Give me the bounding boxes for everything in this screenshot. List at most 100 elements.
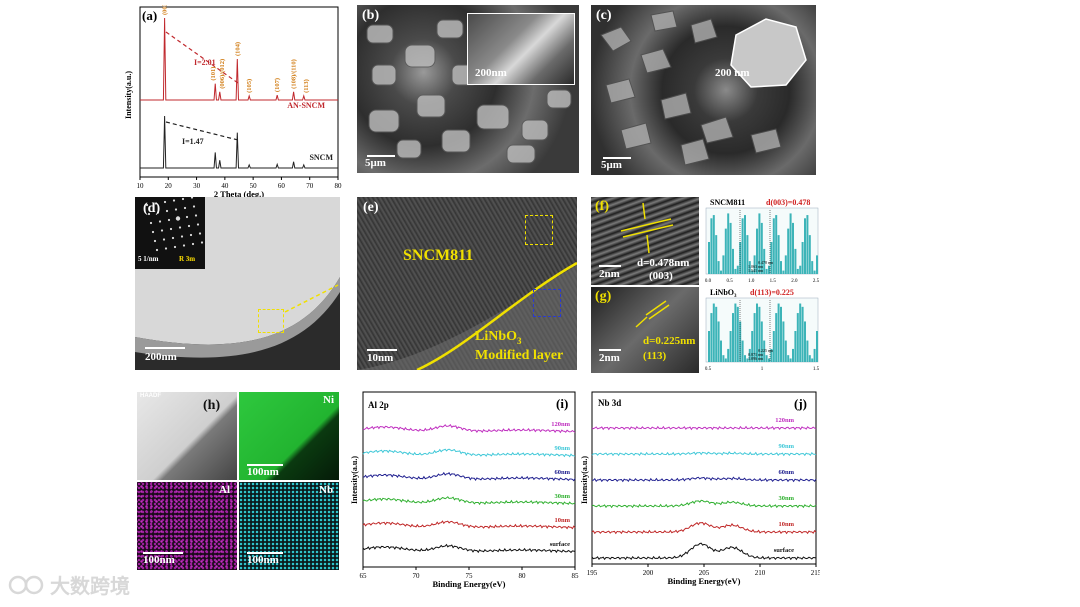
xps-al-chart-svg: Al 2p (i) Intensity(a.u.) Binding Energy… xyxy=(350,391,579,589)
profile-bar xyxy=(732,248,734,274)
profile-bar xyxy=(777,303,780,362)
panel-b-sem-image: 200nm (b) 5μm xyxy=(357,5,579,173)
profile-bar xyxy=(724,228,727,274)
profile-bar xyxy=(796,313,799,362)
panel-e-hrtem-image: (e) SNCM811 LiNbO3 Modified layer 10nm xyxy=(357,197,577,370)
xps-series-label: 10nm xyxy=(554,517,570,524)
profile-bar xyxy=(734,268,737,274)
profile-bar xyxy=(708,242,710,274)
profile-bar xyxy=(770,242,773,274)
panel-f-scalebar xyxy=(599,265,621,267)
panel-g-d-text: d=0.225nm xyxy=(643,335,696,347)
xps-series-10nm xyxy=(591,521,817,535)
profile-bar xyxy=(775,215,778,274)
panel-b-inset-scale: 200nm xyxy=(475,67,507,79)
xps-series-label: 90nm xyxy=(778,443,794,450)
panel-h-scalebar-al xyxy=(143,552,183,554)
profile-note: 0.225 nm xyxy=(758,348,774,353)
diffraction-spot xyxy=(169,227,173,231)
diffraction-spot xyxy=(180,235,184,238)
panel-e-modified-layer-text: Modified layer xyxy=(475,348,564,363)
xps-series-30nm xyxy=(591,499,817,509)
profile-bar xyxy=(727,348,730,362)
profile-xtick: 1.0 xyxy=(748,279,755,284)
diffraction-spot xyxy=(153,239,157,243)
panel-f-plane: (003) xyxy=(649,270,673,282)
panel-e-scale-text: 10nm xyxy=(367,352,394,364)
panel-h-scale-nb: 100nm xyxy=(247,554,279,566)
xps-series-60nm xyxy=(591,476,817,483)
panel-h-scalebar-nb xyxy=(247,552,283,554)
profile-xtick: 0.0 xyxy=(705,279,712,284)
panel-d-scale-text: 200nm xyxy=(145,351,177,363)
panel-f-d-text: d=0.478nm xyxy=(637,257,690,269)
xrd-peak-label: (104) xyxy=(234,42,241,56)
profile-bar xyxy=(770,348,773,362)
diffraction-spot xyxy=(175,216,181,221)
diffraction-spot xyxy=(192,205,196,208)
profile-bar xyxy=(736,265,739,274)
diffraction-spot xyxy=(154,202,158,205)
profile-xtick: 1.5 xyxy=(770,279,777,284)
xps-series-label: 30nm xyxy=(554,493,570,500)
diffraction-spot xyxy=(194,214,198,217)
xrd-peak-label: (107) xyxy=(274,78,281,92)
profile-bar xyxy=(804,218,806,274)
panel-f-profile-title: SNCM811 xyxy=(710,198,745,207)
series-label-an-sncm: AN-SNCM xyxy=(287,101,325,110)
xrd-peak-label: (003) xyxy=(162,5,169,15)
profile-note: 1.541 nm xyxy=(748,268,764,273)
xps-series-120nm xyxy=(362,424,576,434)
profile-bar xyxy=(772,218,775,274)
panel-e-sncm-text: SNCM811 xyxy=(403,247,474,264)
diffraction-spot xyxy=(185,215,189,219)
eds-tile-nb: Nb 100nm xyxy=(239,482,339,570)
panel-i-label: (i) xyxy=(556,396,568,411)
profile-bar xyxy=(784,340,787,362)
diffraction-spot xyxy=(156,211,160,214)
profile-bar xyxy=(784,255,787,274)
profile-bar xyxy=(811,358,814,362)
xrd-xtick-label: 10 xyxy=(137,182,145,190)
profile-bar xyxy=(765,355,768,362)
profile-bar xyxy=(804,321,806,362)
profile-xtick: 1.5 xyxy=(813,367,820,372)
xps-series-label: 30nm xyxy=(778,495,794,502)
profile-xtick: 1 xyxy=(761,367,764,372)
profile-bar xyxy=(765,268,768,274)
diffraction-spot xyxy=(200,241,204,244)
xps-al-xlabel: Binding Energy(eV) xyxy=(433,579,506,589)
xrd-xtick-label: 60 xyxy=(278,182,286,190)
xps-series-label: 120nm xyxy=(551,421,570,428)
xrd-peak-label: (006)/(012) xyxy=(219,59,226,89)
panel-h-label: (h) xyxy=(203,398,221,413)
eds-tile-ni-label: Ni xyxy=(323,394,334,406)
xps-series-label: surface xyxy=(550,541,570,548)
xrd-xtick-label: 70 xyxy=(306,182,314,190)
ratio-annotation-an: I=2.01 xyxy=(194,58,216,67)
profile-bar xyxy=(741,218,744,274)
xps-series-120nm xyxy=(591,425,817,431)
xps-xtick-label: 70 xyxy=(413,572,421,580)
diffraction-spot xyxy=(172,199,176,202)
xps-xtick-label: 195 xyxy=(587,569,598,577)
profile-bar xyxy=(787,228,790,274)
diffraction-spot xyxy=(173,245,177,249)
profile-bar xyxy=(717,261,720,274)
xps-al-title: Al 2p xyxy=(368,400,389,410)
panel-d-scalebar xyxy=(145,347,185,349)
eds-tile-al-label: Al xyxy=(219,484,230,496)
xps-nb-ylabel: Intensity(a.u.) xyxy=(580,456,589,504)
xrd-xlabel: 2 Theta (deg.) xyxy=(214,189,264,199)
panel-g-profile-title: LiNbO3 xyxy=(710,288,737,299)
eds-tile-ni: Ni 100nm xyxy=(239,392,339,480)
profile-bar xyxy=(796,268,799,274)
profile-bar xyxy=(787,355,790,362)
xrd-chart-svg: (a) Intensity(a.u.) 2 Theta (deg.) 10 20 3… xyxy=(124,1,342,199)
profile-note: 1.096 nm xyxy=(748,356,764,361)
profile-bar xyxy=(756,228,758,274)
diffraction-spot xyxy=(167,218,171,222)
diffraction-spot xyxy=(174,208,178,211)
profile-bar xyxy=(756,303,758,362)
xrd-peak-label: (101) xyxy=(210,67,217,81)
